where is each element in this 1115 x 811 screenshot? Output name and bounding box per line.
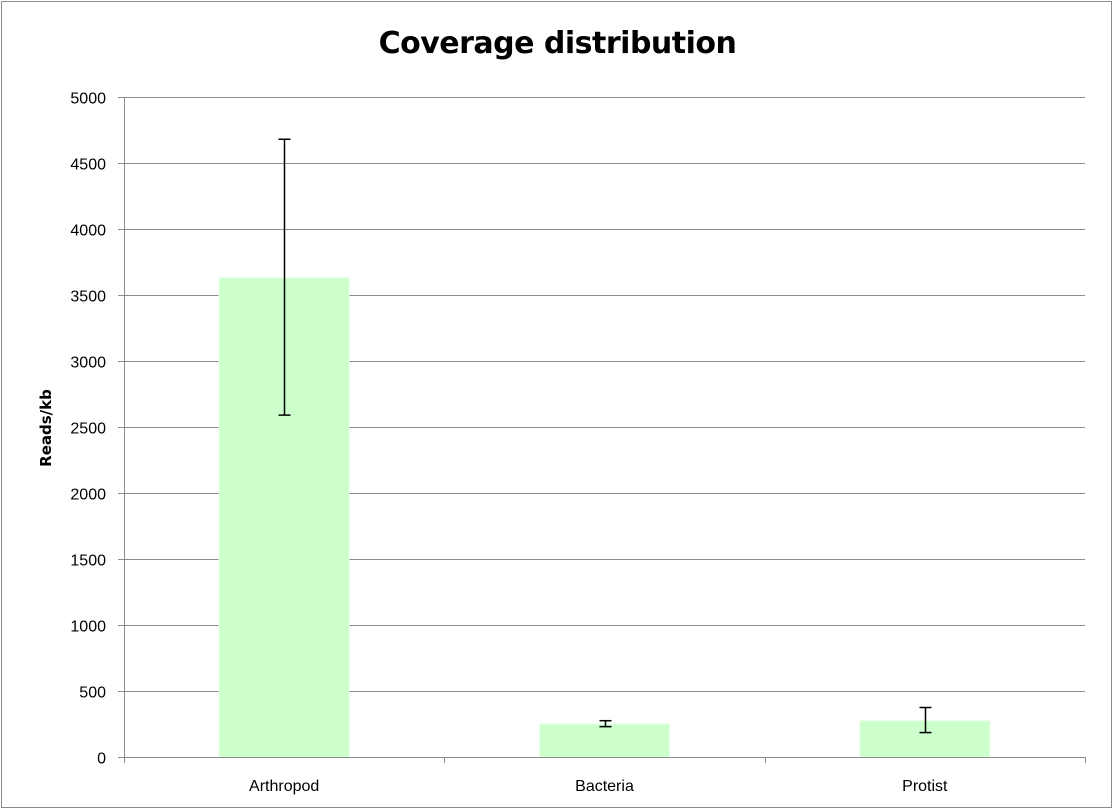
x-tick-label: Arthropod bbox=[249, 778, 319, 795]
y-tick-label: 1500 bbox=[70, 553, 106, 570]
x-tick-label: Protist bbox=[902, 778, 948, 795]
y-tick-label: 4500 bbox=[70, 157, 106, 174]
y-tick-label: 0 bbox=[97, 751, 106, 768]
y-tick-label: 4000 bbox=[70, 223, 106, 240]
y-tick-label: 1000 bbox=[70, 619, 106, 636]
bars bbox=[218, 277, 991, 758]
y-tick-label: 3500 bbox=[70, 289, 106, 306]
y-tick-label: 2000 bbox=[70, 487, 106, 504]
axes bbox=[118, 97, 1086, 763]
error-bars bbox=[278, 138, 932, 734]
y-tick-label: 3000 bbox=[70, 355, 106, 372]
y-tick-label: 500 bbox=[79, 685, 106, 702]
x-tick-label: Bacteria bbox=[575, 778, 634, 795]
y-tick-label: 5000 bbox=[70, 91, 106, 108]
chart-title: Coverage distribution bbox=[378, 26, 737, 61]
y-tick-label: 2500 bbox=[70, 421, 106, 438]
tick-labels: 0 500 1000 1500 2000 2500 3000 3500 4000 4500 5000… bbox=[70, 91, 948, 796]
bar-bacteria bbox=[539, 723, 670, 758]
